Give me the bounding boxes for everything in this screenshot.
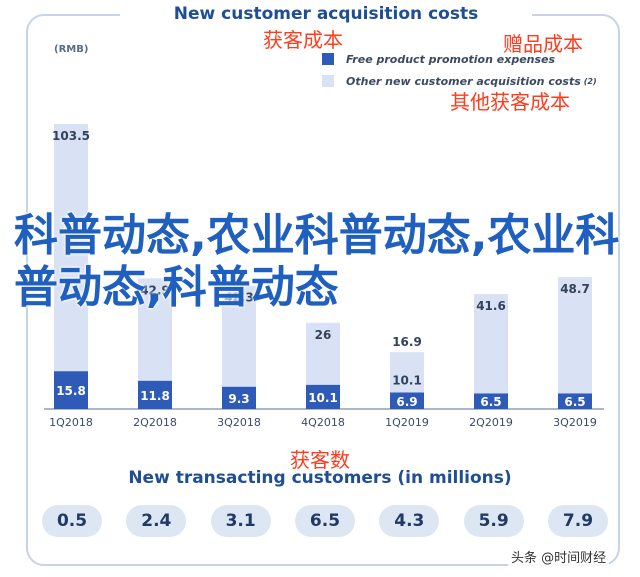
- legend-swatch-other-costs: [322, 75, 334, 87]
- data-label-free-product: 15.8: [56, 384, 86, 398]
- legend-footnote-marker: (2): [583, 76, 597, 86]
- legend-label-free-product: Free product promotion expenses: [346, 52, 556, 66]
- bar-free-product: [54, 371, 88, 409]
- transacting-value-pill: 4.3: [379, 505, 440, 537]
- bar-free-product: [474, 393, 508, 409]
- data-label-inner: 10.1: [392, 374, 422, 388]
- bar-free-product: [558, 393, 592, 409]
- transacting-value-pill: 6.5: [294, 505, 355, 537]
- legend-item-other-costs: Other new customer acquisition costs (2): [322, 70, 597, 92]
- data-label-other-costs: 103.5: [52, 129, 90, 143]
- data-label-free-product: 6.5: [564, 395, 585, 409]
- legend-swatch-free-product: [322, 53, 334, 65]
- bar-free-product: [390, 392, 424, 409]
- transacting-value-pill: 3.1: [210, 505, 271, 537]
- transacting-value-pill: 7.9: [547, 505, 608, 537]
- chart-frame: [26, 14, 620, 566]
- bar-other-costs: [138, 278, 172, 381]
- data-label-other-costs: 48.7: [560, 282, 590, 296]
- transacting-title: New transacting customers (in millions): [128, 468, 512, 488]
- transacting-values: 0.5 2.4 3.1 6.5 4.3 5.9 7.9: [42, 505, 608, 537]
- transacting-value-pill: 2.4: [126, 505, 187, 537]
- x-tick-label: 1Q2018: [49, 416, 93, 429]
- legend-label-other-costs: Other new customer acquisition costs: [346, 74, 581, 88]
- data-label-other-costs: 41.6: [476, 299, 506, 313]
- data-label-other-costs: 16.9: [392, 335, 422, 349]
- bar-other-costs: [222, 285, 256, 387]
- cn-label-acquisition-cost: 获客成本: [263, 28, 343, 52]
- x-tick-label: 3Q2018: [217, 416, 261, 429]
- chart-title: New customer acquisition costs: [120, 4, 532, 24]
- data-label-other-costs: 26: [315, 328, 332, 342]
- bar-other-costs: [306, 322, 340, 385]
- data-label-free-product: 6.5: [480, 395, 501, 409]
- data-label-free-product: 9.3: [228, 392, 249, 406]
- data-label-free-product: 11.8: [140, 389, 170, 403]
- x-tick-label: 2Q2019: [469, 416, 513, 429]
- transacting-value-pill: 5.9: [463, 505, 524, 537]
- bar-other-costs: [474, 294, 508, 394]
- transacting-value-pill: 0.5: [42, 505, 102, 537]
- bar-other-costs: [390, 352, 424, 393]
- bar-free-product: [306, 384, 340, 409]
- x-tick-label: 3Q2019: [553, 416, 597, 429]
- bar-other-costs: [558, 277, 592, 394]
- data-label-other-costs: 42.9: [140, 283, 170, 297]
- cn-label-gift-cost: 赠品成本: [503, 32, 583, 56]
- watermark-overlay-text: 科普动态,农业科普动态,农业科普动态,科普动态: [14, 210, 620, 313]
- data-label-free-product: 6.9: [396, 395, 417, 409]
- bar-free-product: [138, 380, 172, 409]
- data-label-free-product: 10.1: [308, 391, 338, 405]
- bar-other-costs: [54, 124, 88, 372]
- legend-item-free-product: Free product promotion expenses: [322, 48, 597, 70]
- unit-label: (RMB): [54, 44, 89, 55]
- watermark: 头条 @时间财经: [508, 546, 610, 567]
- cn-label-customer-count: 获客数: [290, 448, 350, 472]
- x-tick-label: 1Q2019: [385, 416, 429, 429]
- legend: Free product promotion expenses Other ne…: [322, 48, 597, 92]
- cn-label-other-cost: 其他获客成本: [450, 90, 570, 114]
- x-tick-label: 4Q2018: [301, 416, 345, 429]
- bar-free-product: [222, 386, 256, 409]
- data-label-other-costs: 42.3: [224, 291, 254, 305]
- x-tick-label: 2Q2018: [133, 416, 177, 429]
